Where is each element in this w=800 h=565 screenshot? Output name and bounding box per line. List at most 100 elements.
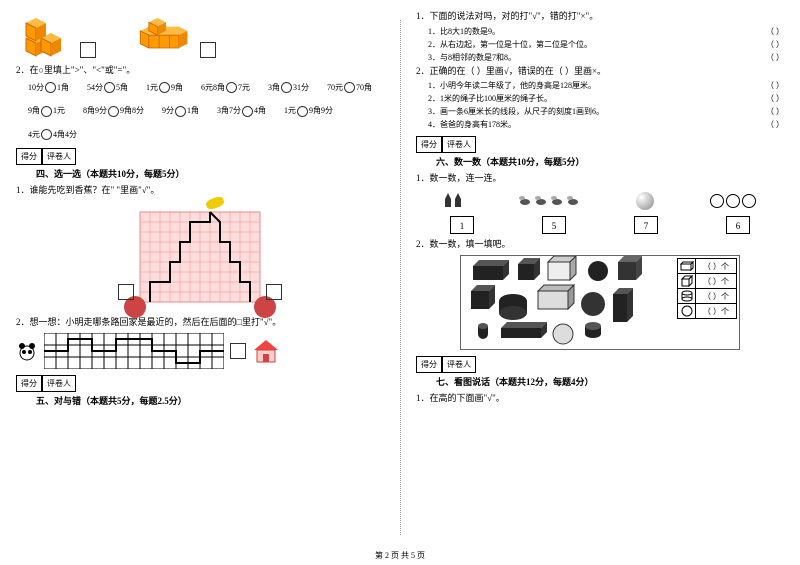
tf-text: 2．从右边起，第一位是十位，第二位是个位。 (428, 39, 592, 50)
q4-2-text: 2．想一想：小明走哪条路回家是最近的，然后在后面的□里打"√"。 (16, 316, 384, 330)
count-blank[interactable]: （ ）个 (696, 306, 736, 317)
q5-2-list: 1．小明今年读二年级了，他的身高是128厘米。 （ ） 2．1米的绳子比100厘米… (416, 80, 784, 130)
compare-circle[interactable] (226, 82, 237, 93)
count-blank[interactable]: （ ）个 (696, 276, 736, 287)
tf-row: 1．比8大1的数是9。 （ ） (428, 26, 784, 37)
cuboid-icon (678, 259, 696, 273)
eq-item: 1元9角 (146, 82, 183, 94)
cubes-right-icon (136, 8, 196, 58)
compare-circle[interactable] (281, 82, 292, 93)
paren-blank[interactable]: （ ） (766, 93, 784, 104)
paren-blank[interactable]: （ ） (766, 119, 784, 130)
compare-circle[interactable] (175, 106, 186, 117)
tf-text: 1．小明今年读二年级了，他的身高是128厘米。 (428, 80, 596, 91)
compare-circle[interactable] (45, 82, 56, 93)
compare-circle[interactable] (242, 106, 253, 117)
page-footer: 第 2 页 共 5 页 (0, 550, 800, 561)
rockets-group (444, 193, 462, 209)
num-box[interactable]: 5 (542, 216, 566, 234)
left-column: 2．在○里填上">"、"<"或"="。 10分1角 54分5角 1元9角 6元8… (0, 0, 400, 540)
number-boxes: 1 5 7 6 (416, 216, 784, 234)
q4-1-text: 1．谁能先吃到香蕉？在" "里画"√"。 (16, 184, 384, 198)
right-column: 1．下面的说法对吗，对的打"√"，错的打"×"。 1．比8大1的数是9。（ ） … (400, 0, 800, 540)
eq-item: 9分1角 (162, 105, 199, 117)
bee-icon (518, 195, 532, 207)
score-box-5: 得分 评卷人 (16, 375, 384, 392)
paren-blank[interactable]: （ ） (766, 106, 784, 117)
num-box[interactable]: 7 (634, 216, 658, 234)
q5-2-text: 2．正确的在（ ）里画√，错误的在（ ）里画×。 (416, 65, 784, 79)
q6-2-text: 2．数一数，填一填吧。 (416, 238, 784, 252)
eq-item: 3角7分4角 (217, 105, 266, 117)
score-box-7: 得分 评卷人 (416, 356, 784, 373)
q7-1-text: 1．在高的下面画"√"。 (416, 392, 784, 406)
num-box[interactable]: 1 (450, 216, 474, 234)
shape-row-cuboid: （ ）个 (677, 258, 737, 274)
cylinder-icon (678, 289, 696, 303)
shapes-svg (463, 256, 663, 349)
score-label: 得分 (416, 356, 442, 373)
maze-icon (44, 333, 224, 369)
shape-row-sphere: （ ）个 (677, 303, 737, 319)
score-label: 得分 (16, 148, 42, 165)
compare-circle[interactable] (41, 129, 52, 140)
grid-svg (120, 202, 280, 312)
eq-item: 1元9角9分 (284, 105, 333, 117)
count-blank[interactable]: （ ）个 (696, 261, 736, 272)
count-blank[interactable]: （ ）个 (696, 291, 736, 302)
answer-box-1[interactable] (80, 42, 96, 58)
paren-blank[interactable]: （ ） (766, 26, 784, 37)
compare-circle[interactable] (108, 106, 119, 117)
smiley-icon (742, 194, 756, 208)
cube-group-1 (16, 8, 96, 58)
rocket-icon (454, 193, 462, 209)
section-6-title: 六、数一数（本题共10分，每题5分） (436, 155, 784, 168)
smiley-icon (726, 194, 740, 208)
rocket-icon (444, 193, 452, 209)
tf-row: 4．爸爸的身高有178米。（ ） (428, 119, 784, 130)
monkey-grid (120, 202, 280, 312)
shape-row-cube: （ ）个 (677, 273, 737, 289)
compare-circle[interactable] (41, 106, 52, 117)
eq-item: 3角31分 (268, 82, 309, 94)
shapes-figure: （ ）个 （ ）个 （ ）个 （ ）个 (460, 255, 740, 350)
section-7-title: 七、看图说话（本题共12分，每题4分） (436, 375, 784, 388)
eq-item: 8角9分9角8分 (83, 105, 144, 117)
maze-row (16, 333, 384, 369)
score-box-6: 得分 评卷人 (416, 136, 784, 153)
tf-row: 2．1米的绳子比100厘米的绳子长。（ ） (428, 93, 784, 104)
compare-circle[interactable] (104, 82, 115, 93)
eq-grid: 10分1角 54分5角 1元9角 6元8角7元 3角31分 70元70角 9角1… (28, 82, 384, 141)
grader-label: 评卷人 (42, 375, 76, 392)
maze-answer-box[interactable] (230, 343, 246, 359)
compare-circle[interactable] (344, 82, 355, 93)
score-box-4: 得分 评卷人 (16, 148, 384, 165)
answer-box-2[interactable] (200, 42, 216, 58)
smiley-icon (710, 194, 724, 208)
monkey-answer-left[interactable] (118, 284, 134, 300)
num-box[interactable]: 6 (726, 216, 750, 234)
eq-item: 10分1角 (28, 82, 69, 94)
shape-row-cylinder: （ ）个 (677, 288, 737, 304)
paren-blank[interactable]: （ ） (766, 39, 784, 50)
compare-circle[interactable] (297, 106, 308, 117)
cubes-row (16, 8, 384, 58)
compare-circle[interactable] (159, 82, 170, 93)
tf-text: 1．比8大1的数是9。 (428, 26, 500, 37)
panda-icon (16, 340, 38, 362)
monkey-answer-right[interactable] (266, 284, 282, 300)
ball-icon (636, 192, 654, 210)
paren-blank[interactable]: （ ） (766, 80, 784, 91)
q5-1-list: 1．比8大1的数是9。（ ） 2．从右边起，第一位是十位，第二位是个位。（ ） … (416, 26, 784, 63)
count-items-row (416, 192, 784, 210)
cube-group-2 (136, 8, 216, 58)
q5-1-text: 1．下面的说法对吗，对的打"√"，错的打"×"。 (416, 10, 784, 24)
eq-item: 4元4角4分 (28, 129, 77, 141)
tf-row: 1．小明今年读二年级了，他的身高是128厘米。 （ ） (428, 80, 784, 91)
eq-item: 54分5角 (87, 82, 128, 94)
grader-label: 评卷人 (42, 148, 76, 165)
grader-label: 评卷人 (442, 356, 476, 373)
column-divider (400, 20, 401, 535)
paren-blank[interactable]: （ ） (766, 52, 784, 63)
shape-count-table: （ ）个 （ ）个 （ ）个 （ ）个 (677, 258, 737, 318)
